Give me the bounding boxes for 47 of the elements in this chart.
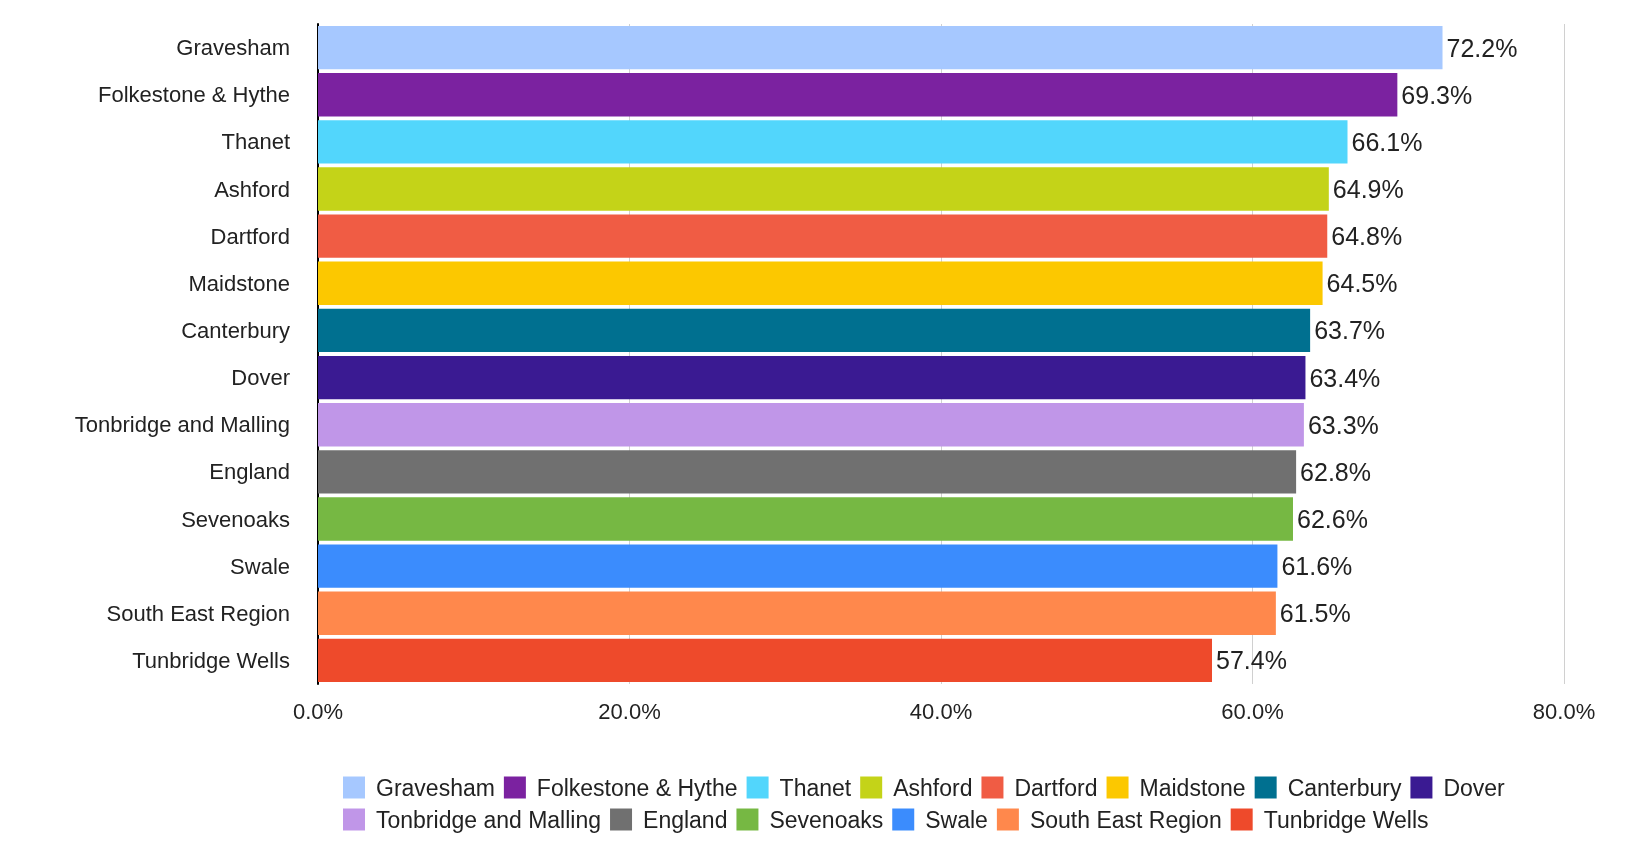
y-tick-label: Dartford — [210, 223, 290, 249]
data-label: 63.4% — [1309, 363, 1381, 392]
data-label: 66.1% — [1351, 127, 1423, 156]
y-tick-label: Gravesham — [176, 35, 290, 61]
legend-label: Swale — [925, 806, 988, 833]
y-tick-label: Tunbridge Wells — [132, 647, 290, 673]
x-tick-label: 20.0% — [598, 698, 661, 724]
data-label: 63.3% — [1307, 410, 1379, 439]
legend-label: Dartford — [1014, 774, 1098, 801]
y-tick-label: Canterbury — [181, 317, 290, 343]
data-label: 64.5% — [1326, 269, 1398, 298]
legend-label: Folkestone & Hythe — [536, 774, 738, 801]
data-label: 64.8% — [1331, 222, 1403, 251]
y-tick-label: Sevenoaks — [181, 506, 290, 532]
x-tick-label: 80.0% — [1532, 698, 1596, 724]
data-label: 62.6% — [1296, 505, 1368, 533]
legend-label: Ashford — [893, 774, 973, 801]
legend-label: Canterbury — [1287, 774, 1402, 801]
data-label: 61.5% — [1279, 599, 1351, 628]
legend-label: Tunbridge Wells — [1263, 806, 1429, 833]
x-tick-label: 60.0% — [1221, 698, 1284, 724]
legend-label: Dover — [1443, 774, 1506, 801]
legend-label: Maidstone — [1139, 774, 1246, 801]
x-tick-label: 0.0% — [292, 698, 344, 724]
data-label: 64.9% — [1332, 175, 1404, 203]
legend-label: South East Region — [1029, 806, 1222, 833]
y-tick-label: Thanet — [221, 129, 290, 155]
data-label: 57.4% — [1216, 646, 1287, 675]
legend-label: Thanet — [779, 774, 852, 801]
y-tick-label: Folkestone & Hythe — [98, 82, 290, 108]
data-label: 61.6% — [1281, 552, 1353, 581]
legend-label: England — [643, 806, 728, 833]
legend-label: Gravesham — [376, 774, 495, 801]
data-label: 63.7% — [1314, 316, 1386, 345]
legend-label: Sevenoaks — [769, 806, 884, 833]
data-label: 62.8% — [1300, 457, 1371, 486]
x-tick-label: 40.0% — [909, 698, 973, 724]
y-tick-label: Tonbridge and Malling — [74, 412, 290, 438]
y-tick-label: South East Region — [106, 600, 290, 626]
y-tick-label: Swale — [230, 553, 290, 579]
y-tick-label: Maidstone — [188, 270, 290, 296]
data-label: 72.2% — [1446, 33, 1518, 62]
y-tick-label: England — [209, 459, 290, 485]
y-tick-label: Dover — [231, 365, 290, 391]
y-tick-label: Ashford — [214, 176, 290, 202]
data-label: 69.3% — [1401, 80, 1473, 109]
legend-label: Tonbridge and Malling — [376, 806, 602, 833]
